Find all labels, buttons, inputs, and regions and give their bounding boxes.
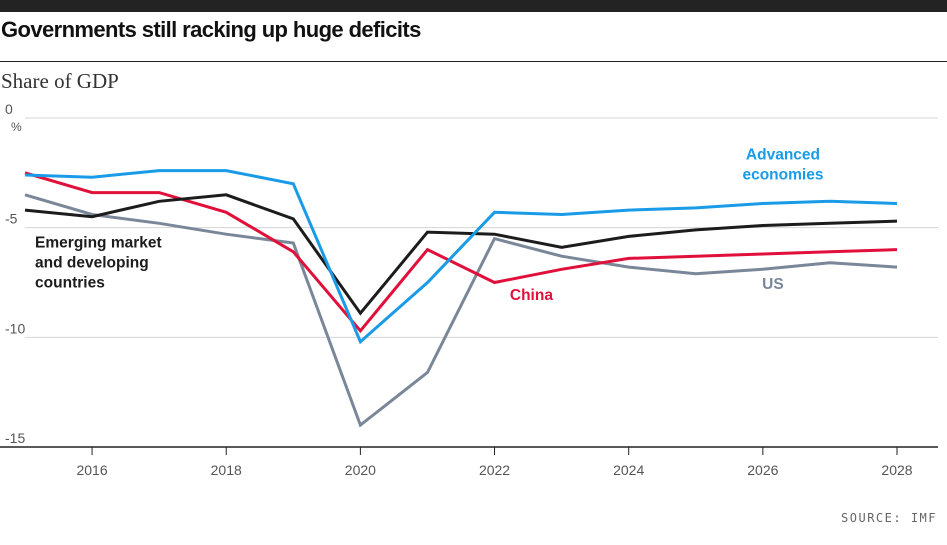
line-chart: 0 -5 -10 -15% 2016 2018 2020 2022 2024 2026 2028 Ad… bbox=[0, 101, 938, 478]
y-unit-label: % bbox=[11, 120, 22, 134]
y-tick-label: -15 bbox=[5, 430, 25, 446]
series-line-china bbox=[24, 171, 898, 334]
y-tick-label: -5 bbox=[5, 211, 18, 227]
chart-subtitle: Share of GDP bbox=[1, 69, 119, 93]
series-label-line: countries bbox=[35, 274, 105, 291]
x-tick-label: 2026 bbox=[747, 462, 778, 478]
series-label-line: US bbox=[762, 276, 784, 293]
x-tick-label: 2024 bbox=[613, 462, 644, 478]
series-label-china: China bbox=[510, 287, 553, 304]
top-bar bbox=[0, 0, 947, 12]
x-tick-label: 2018 bbox=[211, 462, 242, 478]
series-label-us: US bbox=[762, 276, 784, 293]
series-label-line: Advanced bbox=[746, 147, 820, 164]
x-tick-label: 2020 bbox=[345, 462, 376, 478]
x-tick-label: 2022 bbox=[479, 462, 510, 478]
y-tick-label: -10 bbox=[5, 320, 25, 336]
source-note: SOURCE: IMF bbox=[841, 511, 937, 525]
series-label-line: economies bbox=[742, 167, 823, 184]
series-line-emerging bbox=[24, 193, 898, 316]
series-label-emerging: Emerging market and developing countries bbox=[35, 234, 162, 291]
y-tick-label: 0 bbox=[5, 101, 13, 117]
x-tick-label: 2016 bbox=[76, 462, 107, 478]
chart-title: Governments still racking up huge defici… bbox=[1, 17, 421, 42]
series-label-line: China bbox=[510, 287, 553, 304]
series-label-advanced: Advanced economies bbox=[742, 147, 823, 184]
series-line-advanced bbox=[24, 169, 898, 345]
title-divider bbox=[0, 61, 947, 62]
series-label-line: and developing bbox=[35, 254, 149, 271]
x-tick-label: 2028 bbox=[881, 462, 912, 478]
series-label-line: Emerging market bbox=[35, 234, 162, 251]
series-line-us bbox=[24, 193, 898, 428]
